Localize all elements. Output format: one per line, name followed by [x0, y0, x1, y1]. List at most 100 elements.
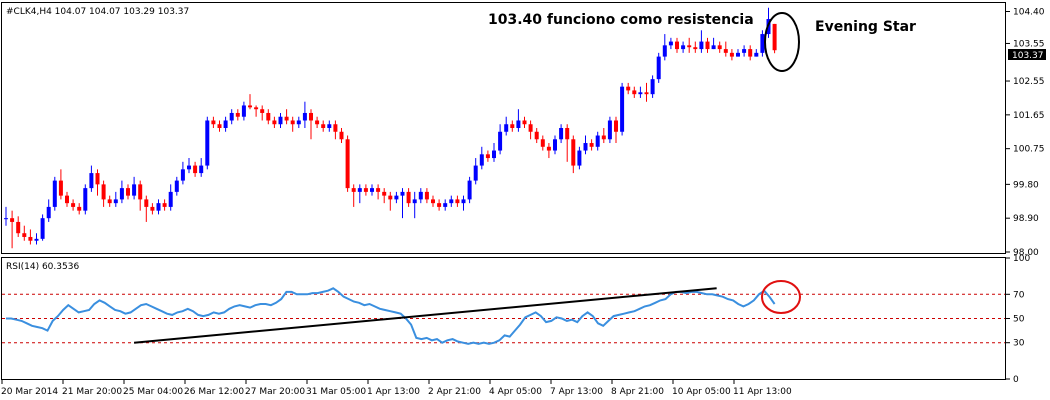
candle-body: [498, 131, 503, 151]
candle-body: [10, 218, 15, 222]
candle-body: [376, 188, 381, 192]
candle-body: [16, 221, 21, 234]
candle-body: [211, 120, 216, 125]
candle-body: [150, 206, 155, 211]
candle-body: [693, 47, 698, 50]
candle-body: [126, 188, 130, 196]
candle-body: [467, 180, 472, 200]
candle-body: [687, 45, 692, 48]
candle-body: [662, 45, 667, 57]
candle-body: [418, 191, 423, 200]
x-tick-label: 25 Mar 04:00: [123, 387, 183, 397]
candle-body: [656, 56, 661, 80]
candle-body: [754, 52, 759, 57]
price-y-tick-label: 98.90: [1013, 214, 1039, 224]
x-tick-label: 4 Apr 05:00: [489, 387, 542, 397]
candle-body: [400, 191, 405, 196]
candle-body: [162, 203, 167, 207]
candle-body: [40, 218, 45, 239]
candle-body: [705, 41, 710, 50]
candle-body: [772, 23, 777, 51]
candle-body: [388, 195, 393, 200]
rsi-y-tick-label: 30: [1013, 339, 1025, 349]
candle-body: [534, 131, 539, 140]
candle-body: [675, 41, 679, 50]
candle-body: [187, 165, 191, 170]
candle-body: [52, 180, 57, 207]
candle-body: [174, 180, 179, 192]
candle-body: [668, 41, 673, 46]
candle-body: [742, 49, 747, 53]
candle-body: [138, 184, 143, 200]
candle-body: [284, 116, 289, 121]
candle-body: [711, 45, 716, 50]
candle-body: [229, 112, 234, 121]
candle-body: [357, 188, 362, 192]
candle-body: [315, 120, 320, 125]
candle-body: [406, 191, 411, 204]
x-tick-label: 27 Mar 20:00: [245, 387, 305, 397]
candle-body: [22, 233, 27, 237]
candle-body: [290, 120, 295, 125]
candle-body: [180, 169, 185, 181]
x-tick-label: 2 Apr 21:00: [428, 387, 481, 397]
candle-body: [339, 131, 344, 140]
rsi-y-tick-label: 100: [1013, 254, 1030, 264]
candle-body: [333, 124, 338, 132]
candle-body: [254, 107, 259, 110]
candle-body: [540, 139, 545, 147]
candle-body: [345, 139, 350, 189]
candle-body: [199, 165, 204, 174]
candle-body: [193, 165, 198, 174]
candle-body: [327, 124, 332, 128]
candle-body: [522, 120, 527, 125]
candle-body: [449, 199, 454, 204]
candle-body: [565, 128, 570, 140]
candle-body: [455, 199, 460, 204]
candle-body: [101, 184, 106, 200]
candle-body: [223, 120, 228, 128]
candle-body: [510, 124, 515, 128]
candle-body: [89, 173, 94, 189]
candle-body: [235, 112, 240, 117]
candle-body: [595, 135, 600, 147]
candle-body: [65, 195, 69, 204]
candle-body: [559, 128, 564, 140]
x-tick-label: 21 Mar 20:00: [62, 387, 122, 397]
candle-body: [248, 105, 252, 108]
candle-body: [443, 203, 448, 207]
candle-body: [132, 184, 137, 196]
candle-body: [748, 49, 753, 57]
candle-body: [681, 45, 686, 50]
candle-body: [546, 146, 551, 151]
candle-body: [571, 139, 576, 166]
candle-body: [736, 52, 740, 57]
candle-body: [614, 120, 618, 132]
candle-body: [626, 86, 631, 91]
candle-body: [638, 92, 643, 95]
candle-body: [321, 124, 326, 128]
candle-body: [266, 112, 271, 121]
candle-body: [412, 199, 417, 204]
last-price-label: 103.37: [1012, 51, 1044, 61]
rsi-marks: [2, 287, 1005, 345]
x-tick-label: 8 Apr 21:00: [611, 387, 664, 397]
candle-body: [528, 124, 533, 132]
candle-body: [473, 165, 478, 181]
price-y-tick-label: 104.40: [1013, 8, 1045, 18]
candle-body: [370, 188, 374, 192]
candle-body: [168, 191, 173, 207]
candle-body: [504, 124, 509, 132]
candle-body: [296, 120, 301, 125]
candle-body: [83, 188, 88, 211]
candle-body: [437, 203, 442, 207]
x-tick-label: 11 Apr 13:00: [733, 387, 792, 397]
candle-body: [46, 206, 51, 219]
evening-star-annotation: Evening Star: [815, 19, 916, 35]
candle-body: [601, 135, 606, 140]
candle-body: [553, 139, 557, 151]
candle-body: [351, 188, 356, 192]
x-tick-label: 10 Apr 05:00: [672, 387, 731, 397]
resistance-annotation: 103.40 funciono como resistencia: [488, 12, 754, 28]
